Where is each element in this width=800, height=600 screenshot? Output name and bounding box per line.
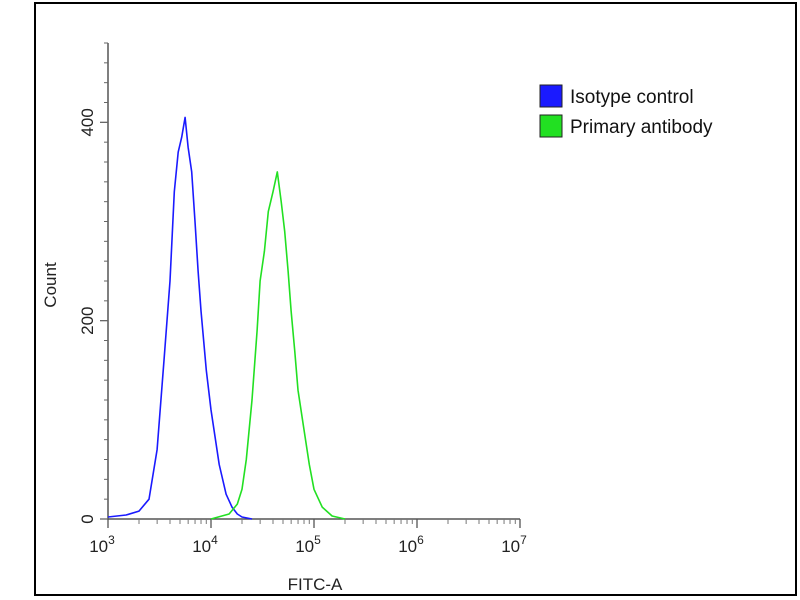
legend-swatch xyxy=(539,114,563,138)
axes: 103 104 105 106 107 0 200 400 xyxy=(78,42,527,556)
y-tick-label: 400 xyxy=(78,108,97,136)
chart-frame xyxy=(34,2,797,596)
series-line-primary-antibody xyxy=(210,171,346,520)
x-tick-label: 107 xyxy=(501,533,527,556)
y-axis-title: Count xyxy=(41,262,60,308)
series-layer xyxy=(107,116,346,520)
y-tick-label: 200 xyxy=(78,306,97,334)
y-tick-label: 0 xyxy=(78,514,97,523)
x-axis-title: FITC-A xyxy=(288,575,343,594)
x-tick-label: 103 xyxy=(89,533,115,556)
series-line-isotype-control xyxy=(107,116,253,520)
x-tick-label: 104 xyxy=(192,533,218,556)
legend-label: Primary antibody xyxy=(570,117,713,138)
legend: Isotype control Primary antibody xyxy=(539,84,713,138)
legend-label: Isotype control xyxy=(570,87,694,108)
x-tick-label: 105 xyxy=(295,533,321,556)
legend-swatch xyxy=(539,84,563,108)
x-tick-label: 106 xyxy=(398,533,424,556)
